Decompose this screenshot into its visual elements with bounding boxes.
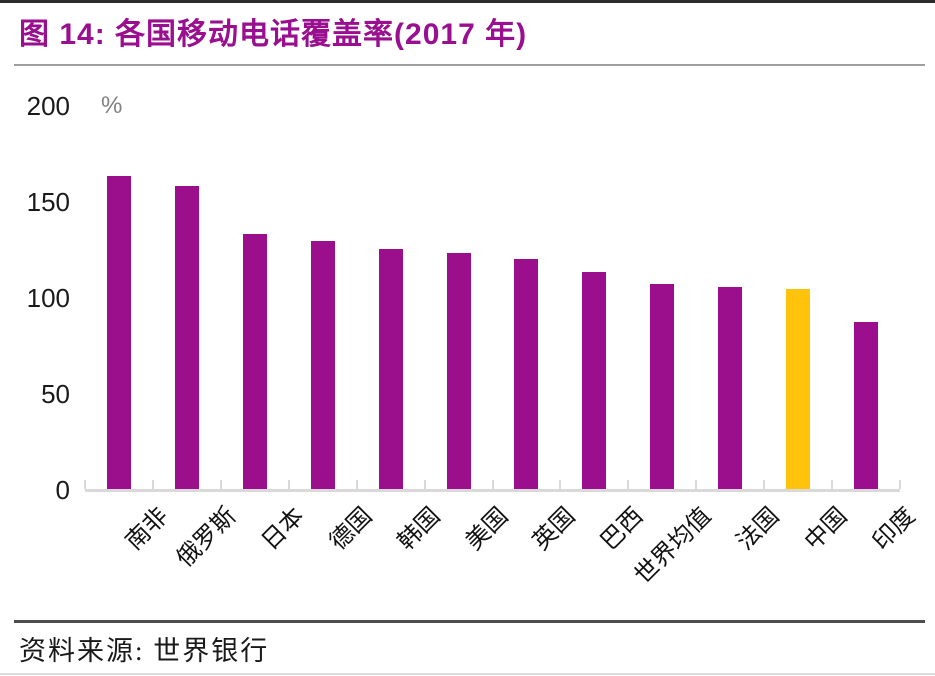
- y-axis-tick-label: 50: [41, 379, 70, 409]
- x-axis-tick: [899, 480, 901, 489]
- bar-5: [379, 249, 403, 489]
- x-axis-tick: [288, 480, 290, 489]
- bar-3: [243, 234, 267, 489]
- x-axis-line: [85, 489, 900, 492]
- y-axis-tick-label: 100: [26, 283, 70, 313]
- bar-1: [107, 176, 131, 489]
- x-axis-tick: [152, 480, 154, 489]
- x-axis-tick: [220, 480, 222, 489]
- x-axis-tick: [695, 480, 697, 489]
- bar-7: [514, 259, 538, 489]
- x-axis-tick: [627, 480, 629, 489]
- bar-11: [786, 289, 810, 489]
- y-axis-tick-label: 200: [26, 91, 70, 121]
- y-axis-tick-label: 150: [26, 187, 70, 217]
- title-divider-line: [14, 64, 925, 66]
- bar-4: [311, 241, 335, 489]
- bar-9: [650, 284, 674, 489]
- footer-divider-line: [14, 620, 925, 623]
- bottom-border-line: [0, 673, 935, 675]
- bar-12: [854, 322, 878, 489]
- source-note: 资料来源: 世界银行: [19, 636, 270, 666]
- bar-10: [718, 287, 742, 489]
- x-axis-tick: [84, 480, 86, 489]
- x-axis-tick: [356, 480, 358, 489]
- top-border-line: [0, 0, 935, 3]
- x-axis-tick: [763, 480, 765, 489]
- bar-8: [582, 272, 606, 489]
- bar-2: [175, 186, 199, 489]
- x-axis-tick: [492, 480, 494, 489]
- x-axis-tick: [559, 480, 561, 489]
- bar-6: [447, 253, 471, 489]
- x-axis-tick: [424, 480, 426, 489]
- x-axis-tick: [831, 480, 833, 489]
- figure-title: 图 14: 各国移动电话覆盖率(2017 年): [19, 18, 528, 51]
- y-axis-tick-label: 0: [55, 475, 70, 505]
- y-axis-unit-label: %: [101, 92, 123, 119]
